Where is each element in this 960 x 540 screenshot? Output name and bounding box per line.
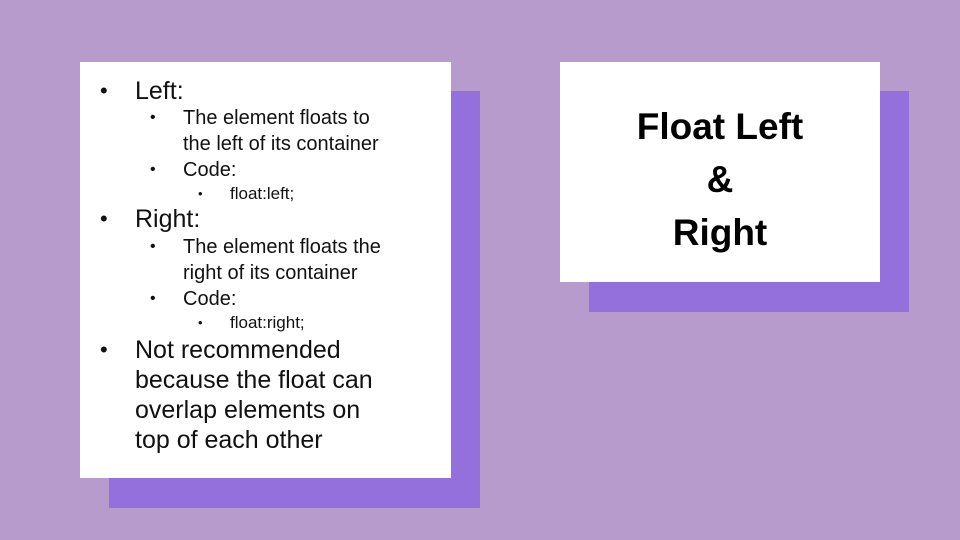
list-item-text: The element floats to [183, 107, 370, 129]
list-item-text: overlap elements on [135, 396, 361, 424]
title-card: Float Left & Right [560, 62, 880, 282]
bullet-icon: • [150, 290, 156, 307]
list-item-text: right of its container [183, 262, 358, 284]
bullet-icon: • [198, 186, 203, 201]
list-item-text: The element floats the [183, 236, 381, 258]
bullet-icon: • [100, 78, 108, 103]
bullet-list: • Left: • The element floats to the left… [80, 62, 451, 478]
list-item-text: the left of its container [183, 133, 379, 155]
bullet-icon: • [150, 161, 156, 178]
list-item-text: Code: [183, 288, 237, 310]
bullet-icon: • [198, 315, 203, 330]
title-line: Right [672, 212, 768, 253]
title-line: Float Left [636, 106, 804, 147]
list-item-text: because the float can [135, 366, 373, 394]
slide-title: Float Left & Right [560, 100, 880, 259]
bullet-icon: • [100, 206, 108, 231]
list-item-text: Not recommended [135, 336, 341, 364]
list-item-text: Right: [135, 205, 201, 233]
left-content-card: • Left: • The element floats to the left… [80, 62, 451, 478]
list-item-text: Left: [135, 77, 184, 105]
list-item-text: top of each other [135, 426, 323, 454]
bullet-icon: • [150, 238, 156, 255]
code-text: float:left; [230, 184, 295, 203]
title-line: & [706, 159, 734, 200]
list-item-text: Code: [183, 159, 237, 181]
bullet-icon: • [150, 109, 156, 126]
bullet-icon: • [100, 337, 108, 362]
code-text: float:right; [230, 313, 305, 332]
